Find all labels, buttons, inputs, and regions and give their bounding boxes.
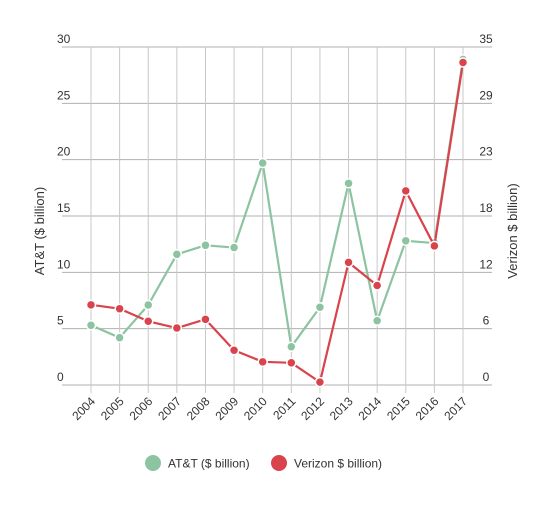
grid-layer xyxy=(62,46,492,393)
left-tick-label: 5 xyxy=(57,314,64,328)
data-point-att xyxy=(343,178,354,189)
data-point-verizon xyxy=(85,299,97,311)
left-tick-label: 10 xyxy=(57,257,71,271)
x-tick-label: 2010 xyxy=(241,394,270,423)
data-point-verizon xyxy=(286,357,297,369)
right-tick-label: 18 xyxy=(479,201,493,215)
x-tick-labels: 2004 2005 2006 2007 2008 2009 2010 2011 2012 2013… xyxy=(69,394,470,423)
data-point-att xyxy=(371,315,383,327)
x-tick-label: 2011 xyxy=(270,394,298,422)
legend-marker-verizon xyxy=(271,455,287,471)
data-point-att xyxy=(171,249,183,260)
data-point-att xyxy=(257,157,268,169)
right-tick-label: 23 xyxy=(479,145,493,159)
right-tick-label: 6 xyxy=(483,314,490,328)
data-point-att xyxy=(200,240,211,251)
data-point-verizon xyxy=(314,376,326,388)
data-point-verizon xyxy=(228,344,240,356)
left-tick-label: 30 xyxy=(57,32,71,46)
data-point-verizon xyxy=(114,303,125,314)
right-tick-label: 29 xyxy=(479,88,493,102)
data-point-att xyxy=(228,242,240,253)
data-point-att xyxy=(114,332,125,343)
series-layer xyxy=(85,54,469,388)
x-tick-label: 2008 xyxy=(184,394,213,423)
legend: AT&T ($ billion) Verizon $ billion) xyxy=(145,455,382,471)
data-point-att xyxy=(142,299,154,311)
right-axis-title: Verizon $ billion) xyxy=(505,183,520,278)
x-tick-label: 2009 xyxy=(212,394,241,423)
x-tick-label: 2006 xyxy=(127,394,156,423)
x-tick-label: 2014 xyxy=(355,394,384,423)
data-point-verizon xyxy=(457,57,469,68)
left-tick-label: 25 xyxy=(57,88,71,102)
x-tick-label: 2005 xyxy=(98,394,127,423)
legend-label-verizon: Verizon $ billion) xyxy=(294,457,382,471)
left-tick-label: 15 xyxy=(57,201,71,215)
data-point-verizon xyxy=(142,316,154,327)
data-point-verizon xyxy=(429,240,440,252)
x-tick-label: 2007 xyxy=(155,394,184,423)
left-tick-labels: 0 5 10 15 20 25 30 xyxy=(57,32,71,384)
series-line-att xyxy=(90,59,465,348)
series-line-verizon xyxy=(90,62,465,384)
x-tick-label: 2012 xyxy=(298,394,327,423)
x-tick-label: 2016 xyxy=(413,394,442,423)
data-point-att xyxy=(286,341,297,352)
x-tick-label: 2017 xyxy=(441,394,470,423)
right-tick-labels: 0 6 12 18 23 29 35 xyxy=(479,32,493,384)
data-point-att xyxy=(400,235,412,247)
x-tick-label: 2015 xyxy=(384,394,413,423)
right-tick-label: 12 xyxy=(479,257,493,271)
x-tick-label: 2004 xyxy=(69,394,98,423)
data-point-verizon xyxy=(200,314,211,325)
left-tick-label: 20 xyxy=(57,145,71,159)
left-axis-title: AT&T ($ billion) xyxy=(32,187,47,275)
right-tick-label: 0 xyxy=(483,370,490,384)
data-point-verizon xyxy=(371,280,383,291)
data-point-verizon xyxy=(171,322,183,334)
data-point-verizon xyxy=(257,356,268,368)
right-tick-label: 35 xyxy=(479,32,493,46)
x-tick-label: 2013 xyxy=(327,394,356,423)
data-point-att xyxy=(314,302,326,313)
left-tick-label: 0 xyxy=(57,370,64,384)
data-point-verizon xyxy=(343,257,354,268)
legend-marker-att xyxy=(145,455,161,471)
data-point-verizon xyxy=(400,185,412,197)
data-point-att xyxy=(85,320,97,331)
legend-label-att: AT&T ($ billion) xyxy=(168,457,250,471)
